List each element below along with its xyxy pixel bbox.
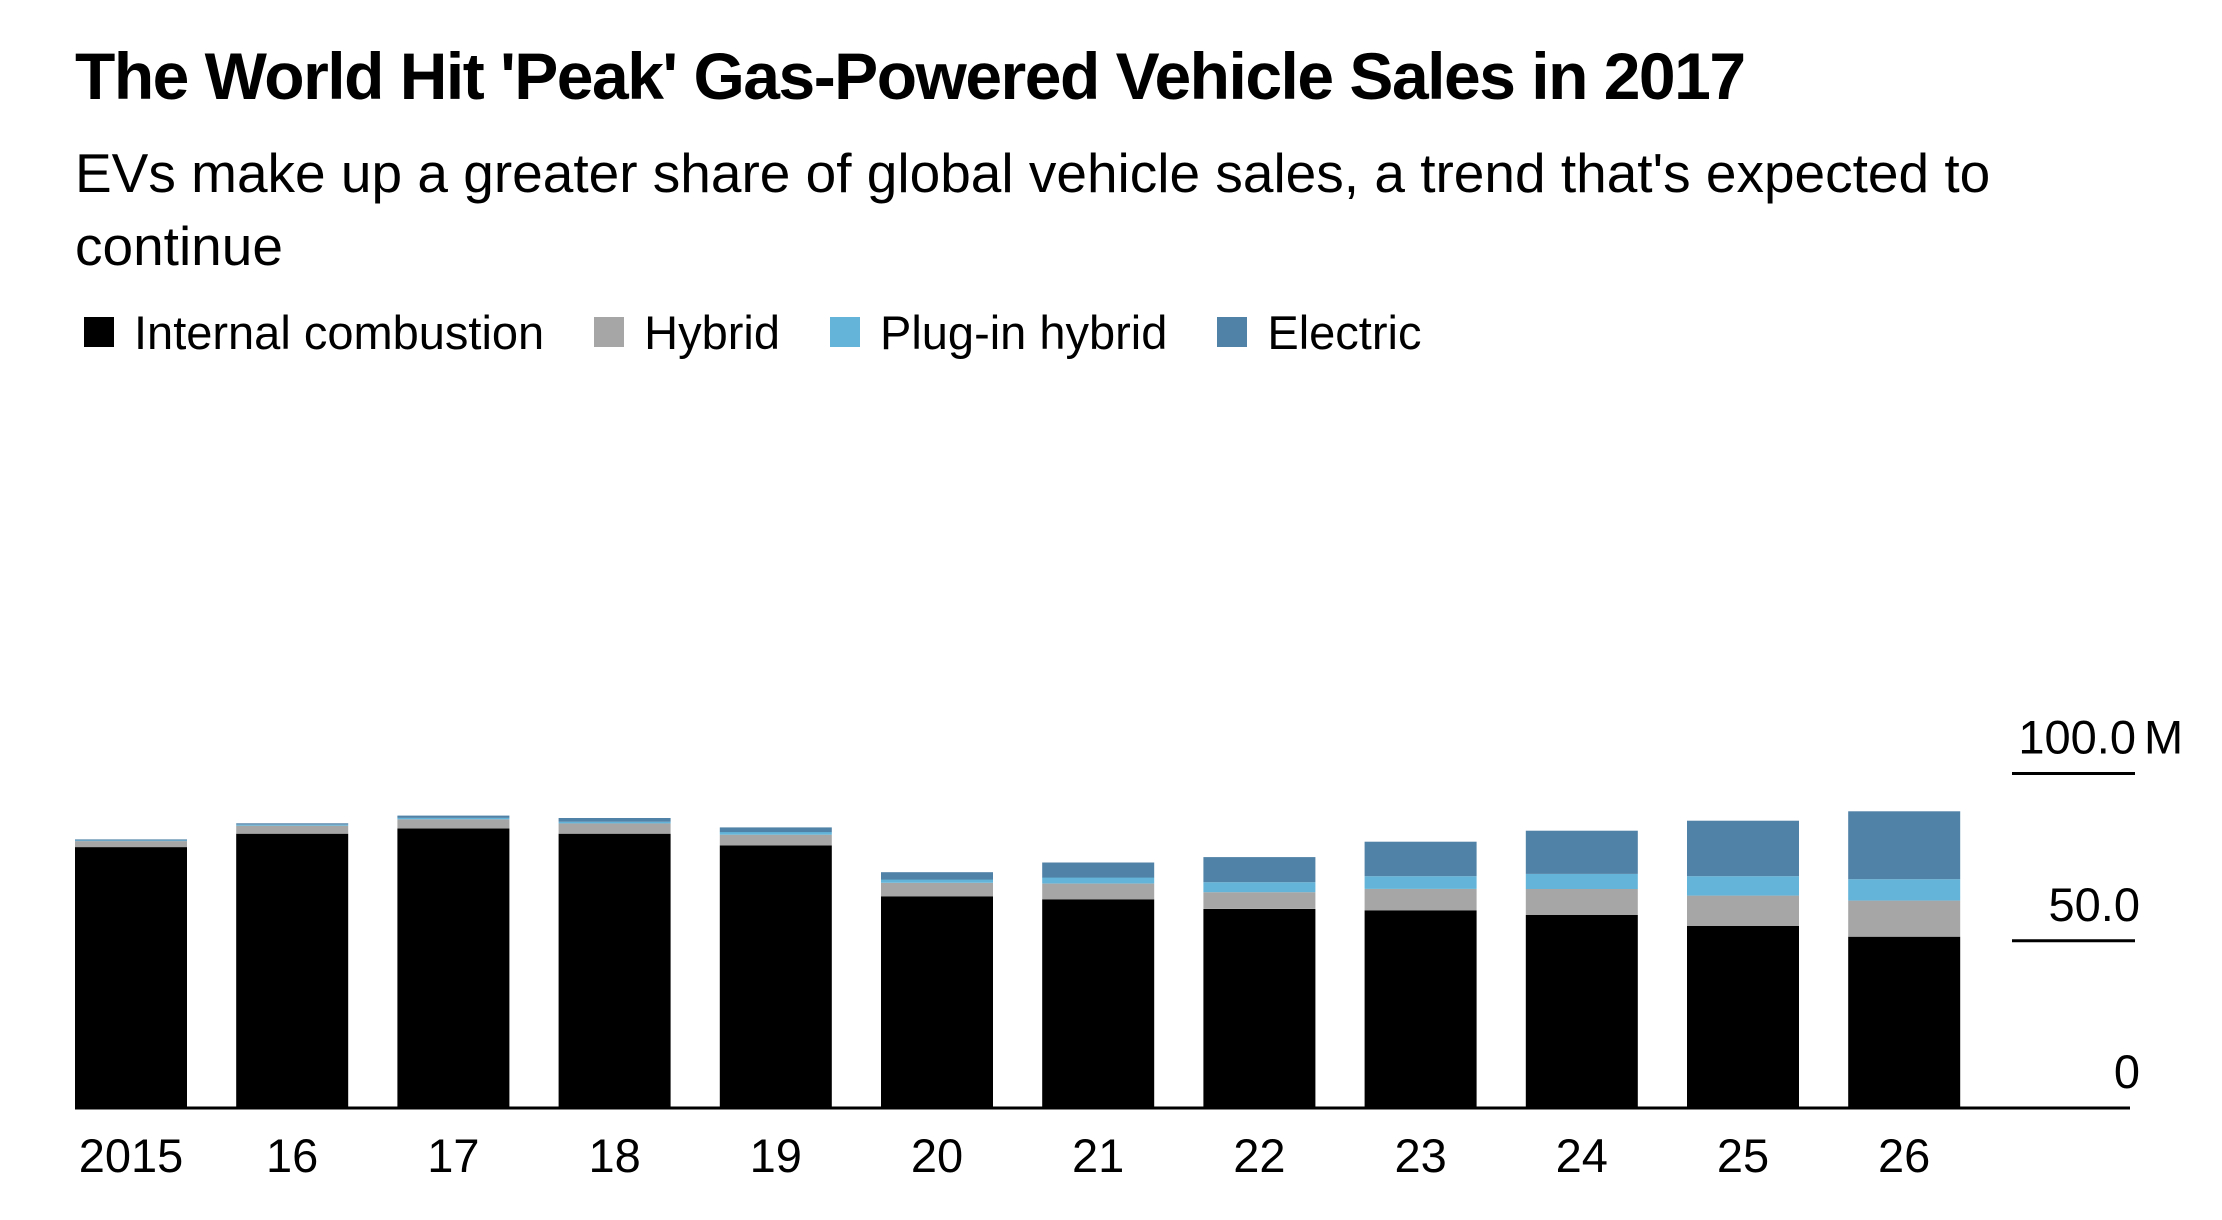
bar-hybrid-22 bbox=[1203, 892, 1316, 909]
bar-plug-in-hybrid-25 bbox=[1687, 876, 1799, 896]
bar-plug-in-hybrid-19 bbox=[719, 832, 832, 835]
bar-plug-in-hybrid-23 bbox=[1364, 876, 1477, 889]
bar-electric-26 bbox=[1848, 811, 1961, 880]
x-tick-label-18: 18 bbox=[588, 1129, 640, 1182]
bar-internal-combustion-24 bbox=[1525, 915, 1638, 1108]
bar-electric-17 bbox=[397, 815, 510, 818]
x-tick-label-22: 22 bbox=[1233, 1129, 1285, 1182]
bar-plug-in-hybrid-16 bbox=[236, 824, 349, 826]
bar-internal-combustion-23 bbox=[1364, 910, 1477, 1108]
bar-plug-in-hybrid-2015 bbox=[75, 840, 187, 842]
bar-plug-in-hybrid-18 bbox=[558, 821, 671, 824]
bar-electric-2015 bbox=[75, 839, 187, 841]
bar-internal-combustion-19 bbox=[719, 845, 832, 1108]
bar-electric-16 bbox=[236, 823, 349, 825]
bar-electric-19 bbox=[719, 827, 832, 833]
bar-plug-in-hybrid-24 bbox=[1525, 873, 1638, 889]
x-tick-label-21: 21 bbox=[1072, 1129, 1124, 1182]
legend-label-hybrid: Hybrid bbox=[644, 305, 780, 359]
bar-electric-24 bbox=[1525, 830, 1638, 874]
legend-item-internal-combustion: Internal combustion bbox=[84, 305, 544, 360]
bar-internal-combustion-16 bbox=[236, 833, 349, 1108]
x-tick-label-17: 17 bbox=[427, 1129, 479, 1182]
bar-hybrid-16 bbox=[236, 825, 349, 834]
bar-plug-in-hybrid-20 bbox=[881, 879, 993, 883]
bar-hybrid-20 bbox=[881, 882, 993, 897]
x-tick-label-26: 26 bbox=[1878, 1129, 1930, 1182]
bar-plug-in-hybrid-26 bbox=[1848, 879, 1961, 901]
bar-internal-combustion-22 bbox=[1203, 909, 1316, 1108]
bar-electric-20 bbox=[881, 872, 993, 880]
bar-internal-combustion-26 bbox=[1848, 936, 1961, 1108]
legend-swatch-hybrid bbox=[594, 317, 625, 347]
bar-hybrid-2015 bbox=[75, 841, 187, 848]
legend-swatch-electric bbox=[1217, 317, 1248, 347]
x-tick-label-2015: 2015 bbox=[79, 1129, 184, 1182]
legend-swatch-internal-combustion bbox=[84, 317, 114, 347]
legend-swatch-plug-in-hybrid bbox=[830, 317, 860, 347]
legend-item-electric: Electric bbox=[1217, 305, 1421, 360]
legend-item-plug-in-hybrid: Plug-in hybrid bbox=[830, 305, 1167, 360]
bar-internal-combustion-18 bbox=[558, 833, 671, 1108]
x-tick-label-24: 24 bbox=[1556, 1129, 1608, 1182]
legend-label-electric: Electric bbox=[1267, 305, 1422, 359]
legend-item-hybrid: Hybrid bbox=[594, 305, 780, 360]
bar-plug-in-hybrid-22 bbox=[1203, 882, 1316, 893]
bar-hybrid-19 bbox=[719, 834, 832, 846]
x-tick-label-23: 23 bbox=[1394, 1129, 1446, 1182]
x-tick-label-16: 16 bbox=[266, 1129, 318, 1182]
bar-plug-in-hybrid-17 bbox=[397, 818, 510, 820]
bar-hybrid-21 bbox=[1042, 883, 1155, 900]
bar-hybrid-24 bbox=[1525, 888, 1638, 915]
bar-plug-in-hybrid-21 bbox=[1042, 877, 1155, 884]
bar-internal-combustion-20 bbox=[881, 896, 993, 1108]
legend: Internal combustion Hybrid Plug-in hybrid E… bbox=[84, 302, 1471, 362]
bar-internal-combustion-21 bbox=[1042, 899, 1155, 1108]
x-tick-label-25: 25 bbox=[1717, 1129, 1769, 1182]
bar-internal-combustion-17 bbox=[397, 828, 510, 1108]
bar-electric-22 bbox=[1203, 857, 1316, 883]
bar-hybrid-17 bbox=[397, 819, 510, 829]
y-unit-label: M bbox=[2144, 711, 2183, 764]
x-tick-label-19: 19 bbox=[750, 1129, 802, 1182]
bar-electric-18 bbox=[558, 818, 671, 822]
x-tick-label-20: 20 bbox=[911, 1129, 963, 1182]
y-tick-label-100-0: 100.0 bbox=[2018, 711, 2136, 764]
bar-hybrid-23 bbox=[1364, 888, 1477, 911]
bar-electric-25 bbox=[1687, 820, 1799, 877]
bar-internal-combustion-25 bbox=[1687, 926, 1799, 1108]
legend-label-internal-combustion: Internal combustion bbox=[134, 305, 545, 359]
bar-electric-21 bbox=[1042, 862, 1155, 878]
chart-title: The World Hit 'Peak' Gas-Powered Vehicle… bbox=[75, 39, 1746, 113]
bar-hybrid-25 bbox=[1687, 895, 1799, 926]
chart-subtitle: EVs make up a greater share of global ve… bbox=[75, 142, 1991, 277]
legend-label-plug-in-hybrid: Plug-in hybrid bbox=[880, 305, 1168, 359]
bar-electric-23 bbox=[1364, 841, 1477, 877]
bar-hybrid-18 bbox=[558, 823, 671, 834]
y-tick-label-50-0: 50.0 bbox=[2049, 878, 2140, 931]
y-tick-label-0: 0 bbox=[2114, 1045, 2140, 1098]
bar-hybrid-26 bbox=[1848, 900, 1961, 937]
bar-internal-combustion-2015 bbox=[75, 847, 187, 1108]
